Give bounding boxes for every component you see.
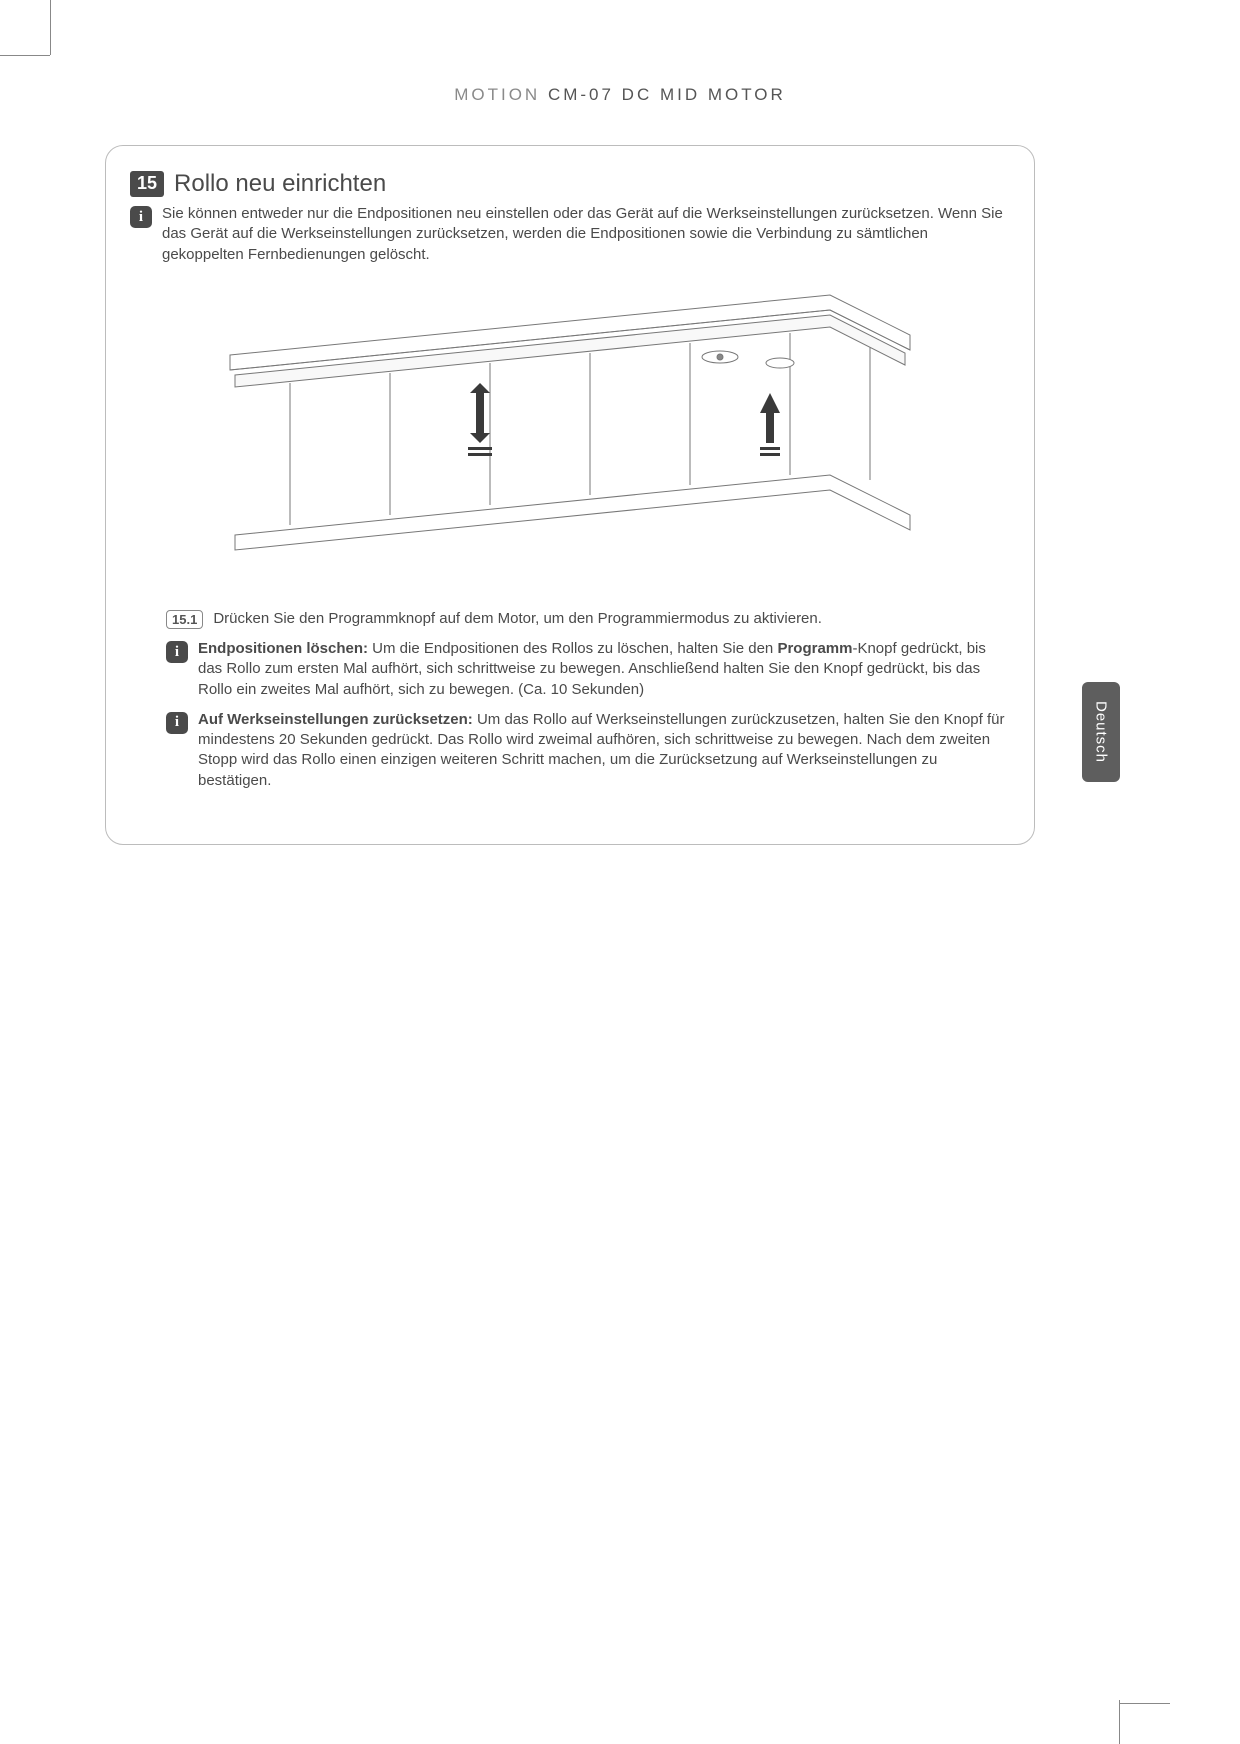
blind-diagram xyxy=(130,275,1010,595)
intro-text: Sie können entweder nur die Endpositione… xyxy=(162,204,1010,265)
note1-bold: Endpositionen löschen: xyxy=(198,640,368,657)
note-delete-endpositions: Endpositionen löschen: Um die Endpositio… xyxy=(166,639,1010,700)
note-factory-reset: Auf Werkseinstellungen zurücksetzen: Um … xyxy=(166,710,1010,791)
info-icon xyxy=(130,206,152,228)
note2-bold: Auf Werkseinstellungen zurücksetzen: xyxy=(198,711,473,728)
info-icon xyxy=(166,641,188,663)
language-label: Deutsch xyxy=(1093,701,1110,763)
model-text: CM-07 DC MID MOTOR xyxy=(548,85,786,104)
note1-part1: Um die Endpositionen des Rollos zu lösch… xyxy=(368,640,777,657)
page-header: MOTION CM-07 DC MID MOTOR xyxy=(0,85,1240,105)
intro-note: Sie können entweder nur die Endpositione… xyxy=(130,204,1010,265)
section-title: Rollo neu einrichten xyxy=(174,170,386,198)
substep-number-badge: 15.1 xyxy=(166,610,203,629)
substep-row: 15.1 Drücken Sie den Programmknopf auf d… xyxy=(166,609,1010,629)
step-number-badge: 15 xyxy=(130,171,164,197)
crop-mark xyxy=(1119,1700,1120,1744)
section-heading-row: 15 Rollo neu einrichten xyxy=(130,170,1010,198)
instruction-panel: 15 Rollo neu einrichten Sie können entwe… xyxy=(105,145,1035,845)
language-tab: Deutsch xyxy=(1082,682,1120,782)
crop-mark xyxy=(50,0,51,55)
substep-text: Drücken Sie den Programmknopf auf dem Mo… xyxy=(213,609,822,629)
info-icon xyxy=(166,712,188,734)
note1-text: Endpositionen löschen: Um die Endpositio… xyxy=(198,639,1010,700)
brand-text: MOTION xyxy=(454,85,540,104)
note1-bold2: Programm xyxy=(777,640,852,657)
crop-mark xyxy=(0,55,50,56)
note2-text: Auf Werkseinstellungen zurücksetzen: Um … xyxy=(198,710,1010,791)
crop-mark xyxy=(1120,1703,1170,1704)
